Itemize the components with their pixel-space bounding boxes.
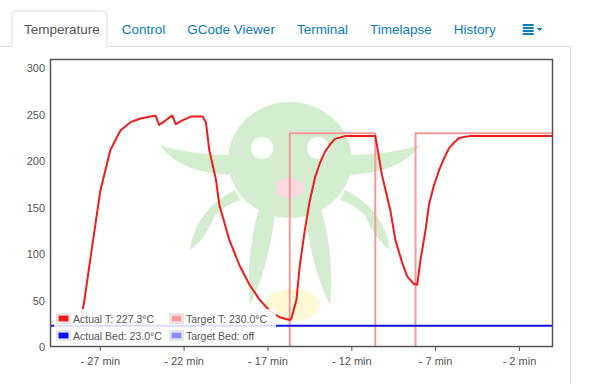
tab[interactable]: Timelapse — [370, 22, 432, 37]
x-tick-label: - 17 min — [248, 355, 288, 367]
x-axis: - 27 min - 22 min - 17 min - 12 min - 7 min -… — [80, 347, 536, 367]
tab-menu-icon[interactable] — [523, 24, 543, 35]
legend-label: Target T: 230.0°C — [186, 313, 267, 325]
y-tick-label: 200 — [27, 155, 45, 167]
y-tick-label: 0 — [39, 341, 45, 353]
x-tick-label: - 7 min — [419, 355, 453, 367]
y-axis: 0 50 100 150 200 250 300 — [27, 62, 45, 353]
y-tick-label: 300 — [27, 62, 45, 74]
tab-bar: Temperature Control GCode Viewer Terminal Ti… — [0, 11, 571, 384]
tab[interactable]: History — [454, 22, 496, 37]
active-tab-border — [12, 11, 107, 47]
x-tick — [519, 347, 520, 351]
x-tick — [184, 347, 185, 351]
page: Temperature Control GCode Viewer Terminal Ti… — [0, 0, 593, 384]
x-tick — [267, 347, 268, 351]
legend-label: Actual Bed: 23.0°C — [73, 330, 162, 342]
x-tick-label: - 12 min — [332, 355, 372, 367]
plot-frame — [51, 60, 553, 347]
x-tick — [351, 347, 352, 351]
x-tick — [435, 347, 436, 351]
x-tick-label: - 22 min — [164, 355, 204, 367]
panel-border — [0, 47, 571, 384]
y-tick-label: 150 — [27, 202, 45, 214]
legend: Actual T: 227.3°C Target T: 230.0°C Actual… — [54, 309, 276, 343]
tab[interactable]: GCode Viewer — [187, 22, 275, 37]
x-tick-label: - 2 min — [503, 355, 537, 367]
legend-label: Actual T: 227.3°C — [73, 313, 154, 325]
chart: 0 50 100 150 200 250 300 - 27 min - 22 min - 17 m… — [27, 60, 553, 368]
tab[interactable]: Temperature — [24, 22, 100, 37]
x-tick — [100, 347, 101, 351]
tab[interactable]: Control — [122, 22, 166, 37]
legend-label: Target Bed: off — [186, 330, 254, 342]
series-line — [80, 116, 553, 324]
series-line — [50, 133, 553, 347]
y-tick-label: 50 — [33, 295, 45, 307]
tab[interactable]: Terminal — [297, 22, 348, 37]
y-tick-label: 100 — [27, 248, 45, 260]
x-tick-label: - 27 min — [80, 355, 120, 367]
plot-area — [50, 116, 553, 347]
y-tick-label: 250 — [27, 109, 45, 121]
